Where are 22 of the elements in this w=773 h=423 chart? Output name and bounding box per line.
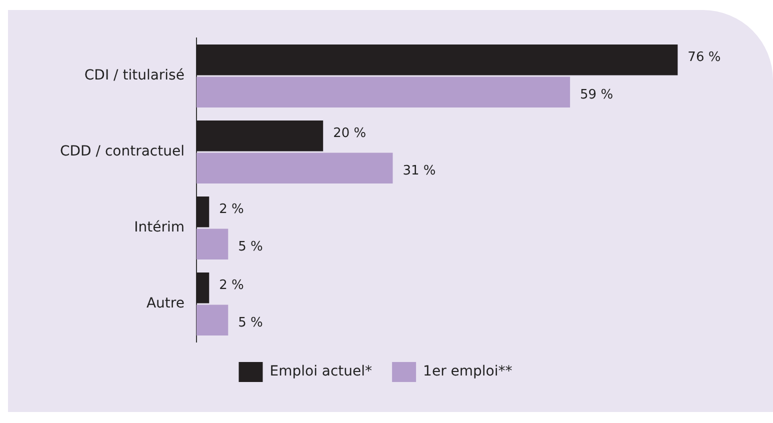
y-tick-label: CDD / contractuel — [60, 144, 184, 160]
bar — [196, 304, 228, 336]
data-label: 31 % — [402, 164, 436, 179]
bar — [196, 120, 324, 152]
data-label: 20 % — [333, 126, 366, 142]
data-label: 2 % — [219, 278, 244, 294]
legend-label: 1er emploi** — [423, 364, 512, 380]
data-label: 59 % — [580, 88, 614, 103]
y-tick-label: Autre — [146, 296, 184, 312]
bar — [196, 196, 210, 228]
y-tick-label: CDI / titularisé — [84, 68, 184, 84]
bar — [196, 44, 678, 76]
bar — [196, 76, 570, 108]
data-label: 2 % — [219, 202, 244, 218]
bar — [196, 228, 228, 260]
legend-label: Emploi actuel* — [270, 364, 372, 380]
data-label: 5 % — [238, 316, 263, 331]
data-label: 5 % — [238, 240, 263, 255]
bar — [196, 272, 210, 304]
y-tick-label: Intérim — [134, 220, 184, 236]
data-label: 76 % — [688, 50, 721, 66]
bar — [196, 152, 393, 184]
